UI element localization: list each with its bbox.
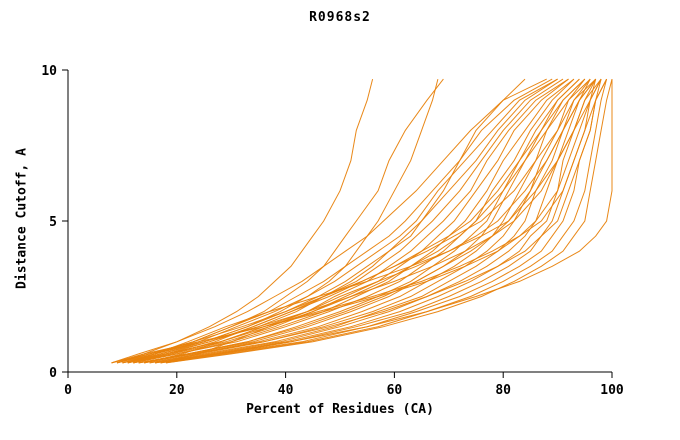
series-line	[160, 78, 602, 364]
y-tick-label: 0	[49, 366, 57, 381]
series-line	[138, 78, 580, 364]
series-line	[144, 78, 602, 364]
x-tick-label: 40	[278, 383, 294, 398]
series-line	[154, 78, 602, 364]
series-lines	[111, 78, 613, 364]
chart-title: R0968s2	[309, 10, 371, 25]
x-tick-label: 80	[495, 383, 511, 398]
series-line	[111, 78, 547, 364]
series-line	[144, 78, 586, 364]
series-line	[122, 78, 591, 364]
series-line	[149, 78, 591, 364]
series-line	[144, 78, 597, 364]
series-line	[165, 78, 613, 364]
x-tick-label: 0	[64, 383, 72, 398]
series-line	[165, 78, 608, 364]
series-line	[116, 78, 586, 364]
series-line	[138, 78, 580, 364]
y-tick-label: 10	[41, 64, 57, 79]
x-tick-label: 100	[600, 383, 624, 398]
x-tick-label: 60	[387, 383, 403, 398]
series-line	[127, 78, 439, 364]
series-line	[160, 78, 602, 364]
series-line	[127, 78, 569, 364]
series-line	[127, 78, 569, 364]
y-axis: 0 5 10	[41, 64, 68, 381]
series-line	[138, 78, 608, 364]
series-line	[122, 78, 444, 364]
series-line	[133, 78, 597, 364]
series-line	[154, 78, 597, 364]
series-line	[154, 79, 613, 364]
y-tick-label: 5	[49, 215, 57, 230]
x-axis-label: Percent of Residues (CA)	[246, 402, 434, 417]
series-line	[116, 78, 374, 364]
x-axis: 0 20 40 60 80 100	[64, 372, 624, 398]
series-line	[133, 78, 575, 364]
series-line	[149, 78, 586, 364]
series-line	[133, 78, 526, 364]
x-tick-label: 20	[169, 383, 185, 398]
